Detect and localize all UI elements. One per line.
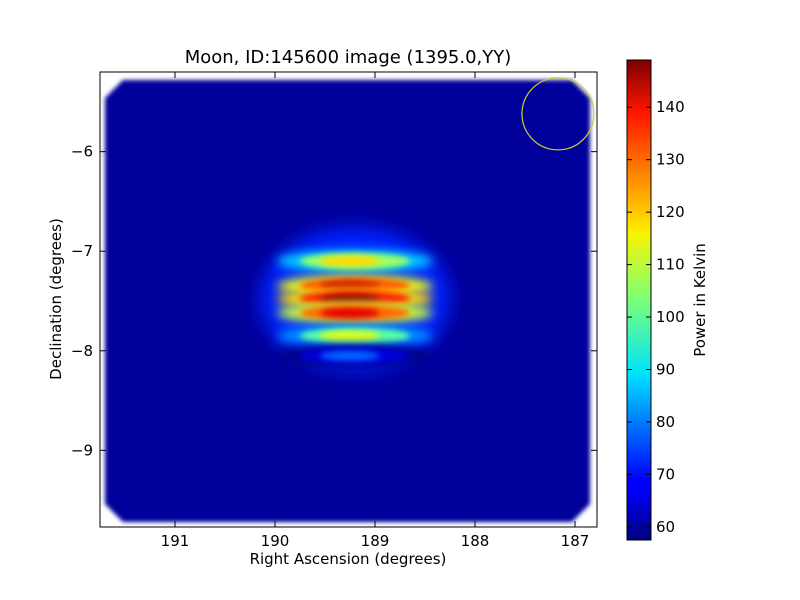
chart-title: Moon, ID:145600 image (1395.0,YY) [185,47,512,68]
fringe-core-3 [320,307,380,318]
y-axis: −6 −7 −8 −9 [71,143,597,459]
y-tick-label-3: −9 [71,441,93,459]
x-axis-label: Right Ascension (degrees) [250,550,447,568]
colorbar-tick-label-4: 100 [656,308,685,326]
x-tick-label-1: 190 [261,532,290,550]
plot-frame [99,71,598,528]
y-tick-label-1: −7 [71,242,93,260]
colorbar-tick-label-7: 130 [656,151,685,169]
colorbar-gradient [626,59,652,541]
x-tick-label-2: 189 [361,532,390,550]
colorbar-ticks: 60 70 80 90 100 110 120 130 140 [627,98,685,536]
fringe-core-5 [320,350,380,361]
colorbar-tick-label-1: 70 [656,465,675,483]
colorbar-label: Power in Kelvin [691,243,709,357]
colorbar-tick-label-2: 80 [656,413,675,431]
colorbar: 60 70 80 90 100 110 120 130 140 Power in Kelvin [626,59,709,541]
moon-source [260,227,450,372]
x-tick-label-0: 191 [161,532,190,550]
colorbar-tick-label-6: 120 [656,203,685,221]
x-axis: 191 190 189 188 187 [161,72,590,550]
y-axis-label: Declination (degrees) [47,218,65,380]
plot-area [100,72,597,527]
colorbar-tick-label-0: 60 [656,518,675,536]
colorbar-tick-label-5: 110 [656,256,685,274]
x-tick-label-4: 187 [561,532,590,550]
fringe-core-4 [320,330,380,341]
beam-marker [521,77,595,151]
y-tick-label-2: −8 [71,342,93,360]
y-tick-label-0: −6 [71,143,93,161]
x-tick-label-3: 188 [461,532,490,550]
colorbar-tick-label-8: 140 [656,98,685,116]
fringe-core-2 [320,294,380,305]
fringe-core-0 [320,256,380,267]
colorbar-tick-label-3: 90 [656,361,675,379]
